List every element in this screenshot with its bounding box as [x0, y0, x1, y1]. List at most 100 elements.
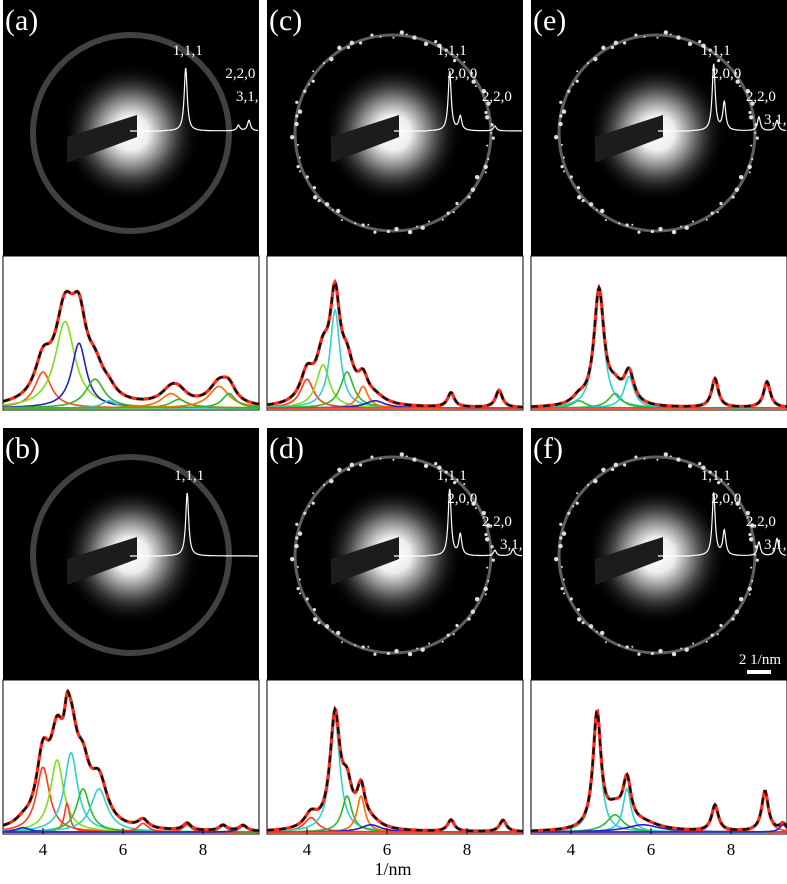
plot-area [266, 255, 524, 411]
plot-area [530, 255, 787, 411]
diffraction-spot [748, 171, 751, 174]
diffraction-spot [317, 199, 321, 203]
data-envelope [267, 706, 523, 833]
diffraction-spot [748, 593, 751, 596]
diffraction-spot [312, 70, 315, 73]
diffraction-spot [604, 641, 607, 644]
diffraction-spot [312, 186, 317, 190]
diffraction-spot [748, 110, 752, 115]
diffraction-spot [298, 156, 301, 159]
diffraction-spot [446, 633, 450, 637]
diffraction-spot [490, 132, 492, 134]
diffraction-spot [361, 223, 365, 227]
diffraction-spot [420, 225, 425, 230]
diffraction-spot [738, 175, 744, 180]
diffraction-spot [455, 201, 459, 206]
diffraction-spot [735, 501, 740, 506]
panel-label: (f) [533, 432, 563, 465]
diffraction-spot [575, 79, 579, 83]
diffraction-spot [296, 165, 300, 169]
curves [531, 283, 787, 409]
diffraction-spot [373, 230, 377, 234]
diffraction-spot [354, 644, 357, 647]
diffraction-spot [559, 536, 563, 540]
diffraction-spot [470, 187, 476, 192]
curves [267, 278, 523, 409]
diffraction-spot [312, 195, 318, 200]
diffraction-spot [692, 220, 695, 223]
diffraction-spot [405, 33, 408, 36]
diffraction-spot [463, 61, 466, 64]
peak-label: 3,1,1 [236, 89, 266, 105]
diffraction-spot [727, 61, 730, 64]
diffraction-spot [735, 71, 738, 74]
diffraction-spot [412, 35, 417, 40]
diffraction-spot [370, 33, 374, 37]
diffraction-spot [359, 41, 363, 45]
diffraction-spot [329, 56, 334, 62]
diffraction-spot [572, 83, 575, 86]
beam-stop [595, 115, 663, 163]
diffraction-spot [289, 134, 295, 140]
diffraction-spot [367, 223, 370, 226]
scale-bar [747, 670, 771, 674]
diffraction-spot [576, 492, 579, 495]
diffraction-spot [434, 40, 438, 44]
diffraction-ring [30, 454, 232, 656]
diffraction-spot [407, 651, 413, 657]
x-tick-label: 4 [303, 840, 312, 859]
data-envelope [531, 284, 787, 408]
diffraction-spot [623, 463, 627, 467]
diffraction-spot [610, 467, 615, 472]
diffraction-spot [623, 41, 627, 45]
fit-plot [530, 255, 787, 411]
diffraction-spot [349, 40, 355, 46]
diffraction-spot [481, 88, 487, 94]
fit-plot [2, 679, 260, 835]
diffraction-spot [748, 115, 754, 120]
diffraction-spot [658, 226, 663, 232]
diffraction-spot [569, 175, 573, 179]
diffraction-spot [452, 481, 457, 485]
diffraction-spot [561, 531, 567, 536]
diffraction-spot [303, 511, 307, 515]
diffraction-spot [295, 100, 299, 104]
inset-profile [427, 488, 522, 557]
diffraction-spot [416, 647, 419, 650]
diffraction-spot [750, 523, 755, 528]
peak-label: 3,1,1 [764, 112, 787, 128]
diffraction-spot [452, 59, 457, 63]
diffraction-spot [337, 467, 342, 473]
diffraction-spot [434, 462, 438, 466]
beam-stop [67, 537, 137, 585]
fit-plot [530, 679, 787, 835]
diffraction-spot [710, 211, 714, 215]
diffraction-spot [392, 36, 395, 39]
fit-plot [266, 255, 524, 411]
diffraction-spot [572, 505, 575, 508]
diffraction-spot [618, 222, 621, 225]
peak-label: 2,0,0 [447, 491, 477, 507]
diffraction-spot [324, 624, 330, 629]
diffraction-spot [576, 70, 579, 73]
diffraction-spot [562, 592, 565, 595]
diffraction-spot [601, 45, 606, 51]
diffraction-spot [656, 458, 659, 461]
diffraction-spot [483, 586, 488, 592]
diffraction-spot [643, 457, 646, 460]
diffraction-spot [684, 225, 689, 230]
peak-label: 1,1,1 [437, 43, 467, 59]
diffraction-spot [561, 109, 567, 114]
x-tick-label: 4 [567, 840, 576, 859]
diffraction-spot [484, 110, 488, 115]
x-tick-label: 4 [39, 840, 48, 859]
panel-label: (c) [269, 4, 302, 37]
x-tick-label: 6 [119, 840, 128, 859]
diffraction-spot [441, 218, 444, 221]
fit-plot [266, 679, 524, 835]
diffraction-spot [588, 202, 594, 207]
diffraction-spot [618, 644, 621, 647]
peak-label: 2,0,0 [447, 66, 477, 82]
diffraction-spot [560, 565, 563, 568]
